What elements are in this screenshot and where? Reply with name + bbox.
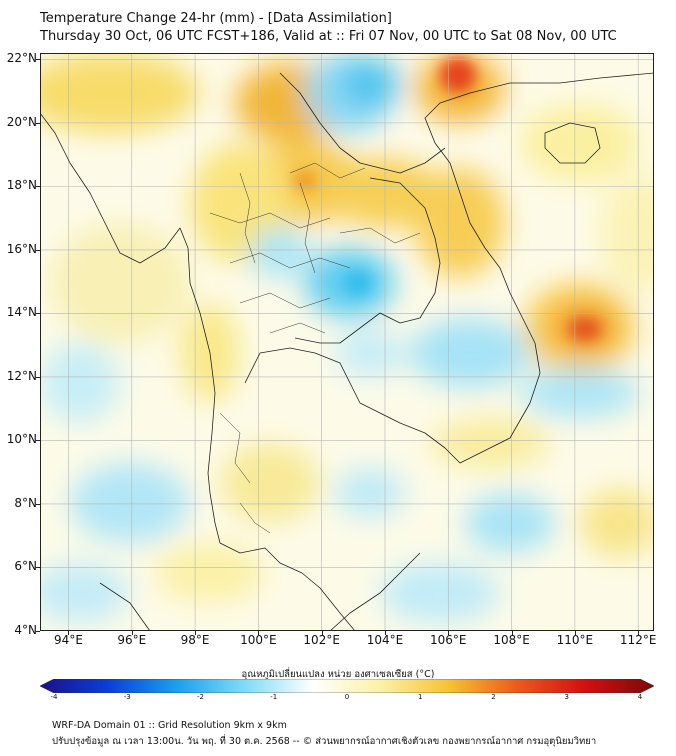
lat-label: 8°N (14, 495, 37, 510)
lon-tick (384, 631, 386, 635)
graticule (40, 53, 654, 631)
colorbar-tick-label: -3 (123, 693, 131, 701)
lon-label: 96°E (117, 633, 147, 647)
temperature-hotspots (293, 57, 601, 340)
lat-tick (36, 567, 40, 569)
colorbar-tick-label: 3 (564, 693, 569, 701)
map-subtitle: Thursday 30 Oct, 06 UTC FCST+186, Valid … (40, 29, 617, 44)
lon-tick (574, 631, 576, 635)
lat-tick (36, 59, 40, 61)
colorbar-title: อุณหภูมิเปลี่ยนแปลง หน่วย องศาเซลเซียส (… (241, 669, 435, 680)
lat-tick (36, 376, 40, 378)
borneo-coast (329, 552, 421, 631)
lat-label: 16°N (6, 241, 37, 256)
lat-tick (36, 186, 40, 188)
myanmar-coastline (40, 112, 216, 494)
sumatra-coast (99, 582, 151, 631)
lon-tick (68, 631, 70, 635)
footer-line-1: WRF-DA Domain 01 :: Grid Resolution 9km … (52, 720, 287, 731)
hainan-island (544, 122, 601, 164)
temperature-field (40, 53, 654, 623)
colorbar-tick-label: -2 (197, 693, 204, 701)
colorbar-tick-label: 1 (418, 693, 423, 701)
lon-label: 102°E (303, 633, 340, 647)
lon-tick (638, 631, 640, 635)
lon-tick (258, 631, 260, 635)
colorbar-body (39, 678, 655, 694)
lon-label: 100°E (240, 633, 277, 647)
lat-tick (36, 631, 40, 632)
lat-label: 18°N (6, 178, 37, 193)
lon-label: 108°E (493, 633, 530, 647)
lon-tick (511, 631, 513, 635)
lat-tick (36, 440, 40, 442)
colorbar-tick-label: -1 (270, 693, 278, 701)
thailand-border (209, 492, 356, 631)
lon-tick (195, 631, 197, 635)
laos-border (279, 72, 446, 174)
gulf-coast (244, 72, 654, 464)
lon-label: 110°E (556, 633, 594, 647)
province-lines (209, 162, 421, 534)
lon-tick (321, 631, 323, 635)
lat-tick (36, 313, 40, 315)
lat-label: 20°N (6, 114, 37, 129)
lat-label: 22°N (6, 51, 37, 66)
lon-label: 112°E (619, 633, 657, 647)
footer-line-2: ปรับปรุงข้อมูล ณ เวลา 13:00น. วัน พฤ. ที… (52, 736, 597, 747)
lon-label: 98°E (180, 633, 210, 647)
colorbar-tick-label: -4 (50, 693, 58, 701)
lon-label: 94°E (54, 633, 83, 647)
colorbar-tick-label: 0 (344, 693, 350, 701)
country-borders (40, 72, 654, 631)
lat-tick (36, 503, 40, 505)
lon-label: 104°E (366, 633, 404, 647)
lat-label: 10°N (6, 432, 37, 447)
colorbar-tick-label: 2 (491, 693, 496, 701)
temperature-change-map (40, 53, 654, 631)
lon-tick (448, 631, 450, 635)
lat-label: 14°N (6, 305, 37, 320)
colorbar (39, 678, 655, 694)
lat-label: 12°N (6, 368, 37, 383)
lat-label: 4°N (14, 623, 37, 637)
map-title: Temperature Change 24-hr (mm) - [Data As… (40, 11, 392, 26)
lat-tick (36, 249, 40, 251)
colorbar-tick-label: 4 (637, 693, 643, 701)
mekong-border (294, 177, 441, 344)
lon-label: 106°E (430, 633, 467, 647)
lon-tick (131, 631, 133, 635)
lat-label: 6°N (14, 559, 37, 574)
lat-tick (36, 122, 40, 124)
